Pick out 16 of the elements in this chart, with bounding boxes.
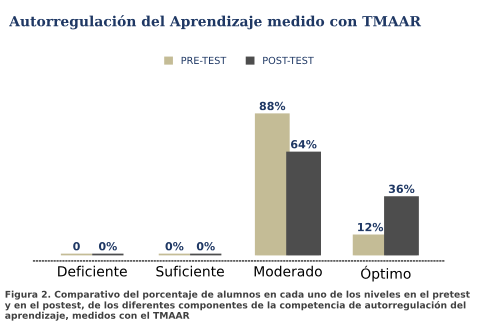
data-label: 64% — [290, 140, 317, 148]
data-label: 0% — [166, 242, 184, 250]
data-label: 0% — [98, 242, 117, 250]
data-label: 0% — [196, 242, 215, 250]
legend-label: POST-TEST — [263, 56, 314, 64]
x-tick-label: Deficiente — [58, 266, 127, 277]
data-label: 12% — [358, 222, 384, 232]
x-tick-label: Moderado — [254, 266, 322, 277]
x-tick-label: Suficiente — [156, 266, 224, 277]
data-label: 36% — [388, 184, 414, 194]
text: Figura 2. Comparativo del porcentaje de alumnos en cada uno de los niveles en el pretest y en el postest, de los diferentes componentes de la competencia de autorregulación del aprendizaje, medidos con el TMAAR — [4, 290, 470, 321]
chart-title: Autorregulación del Aprendizaje medido con TMAAR — [9, 15, 422, 30]
legend-label: PRE-TEST — [182, 56, 226, 64]
data-label: 0 — [73, 242, 80, 250]
data-label: 88% — [260, 102, 286, 110]
x-tick-label: Óptimo — [361, 266, 411, 282]
